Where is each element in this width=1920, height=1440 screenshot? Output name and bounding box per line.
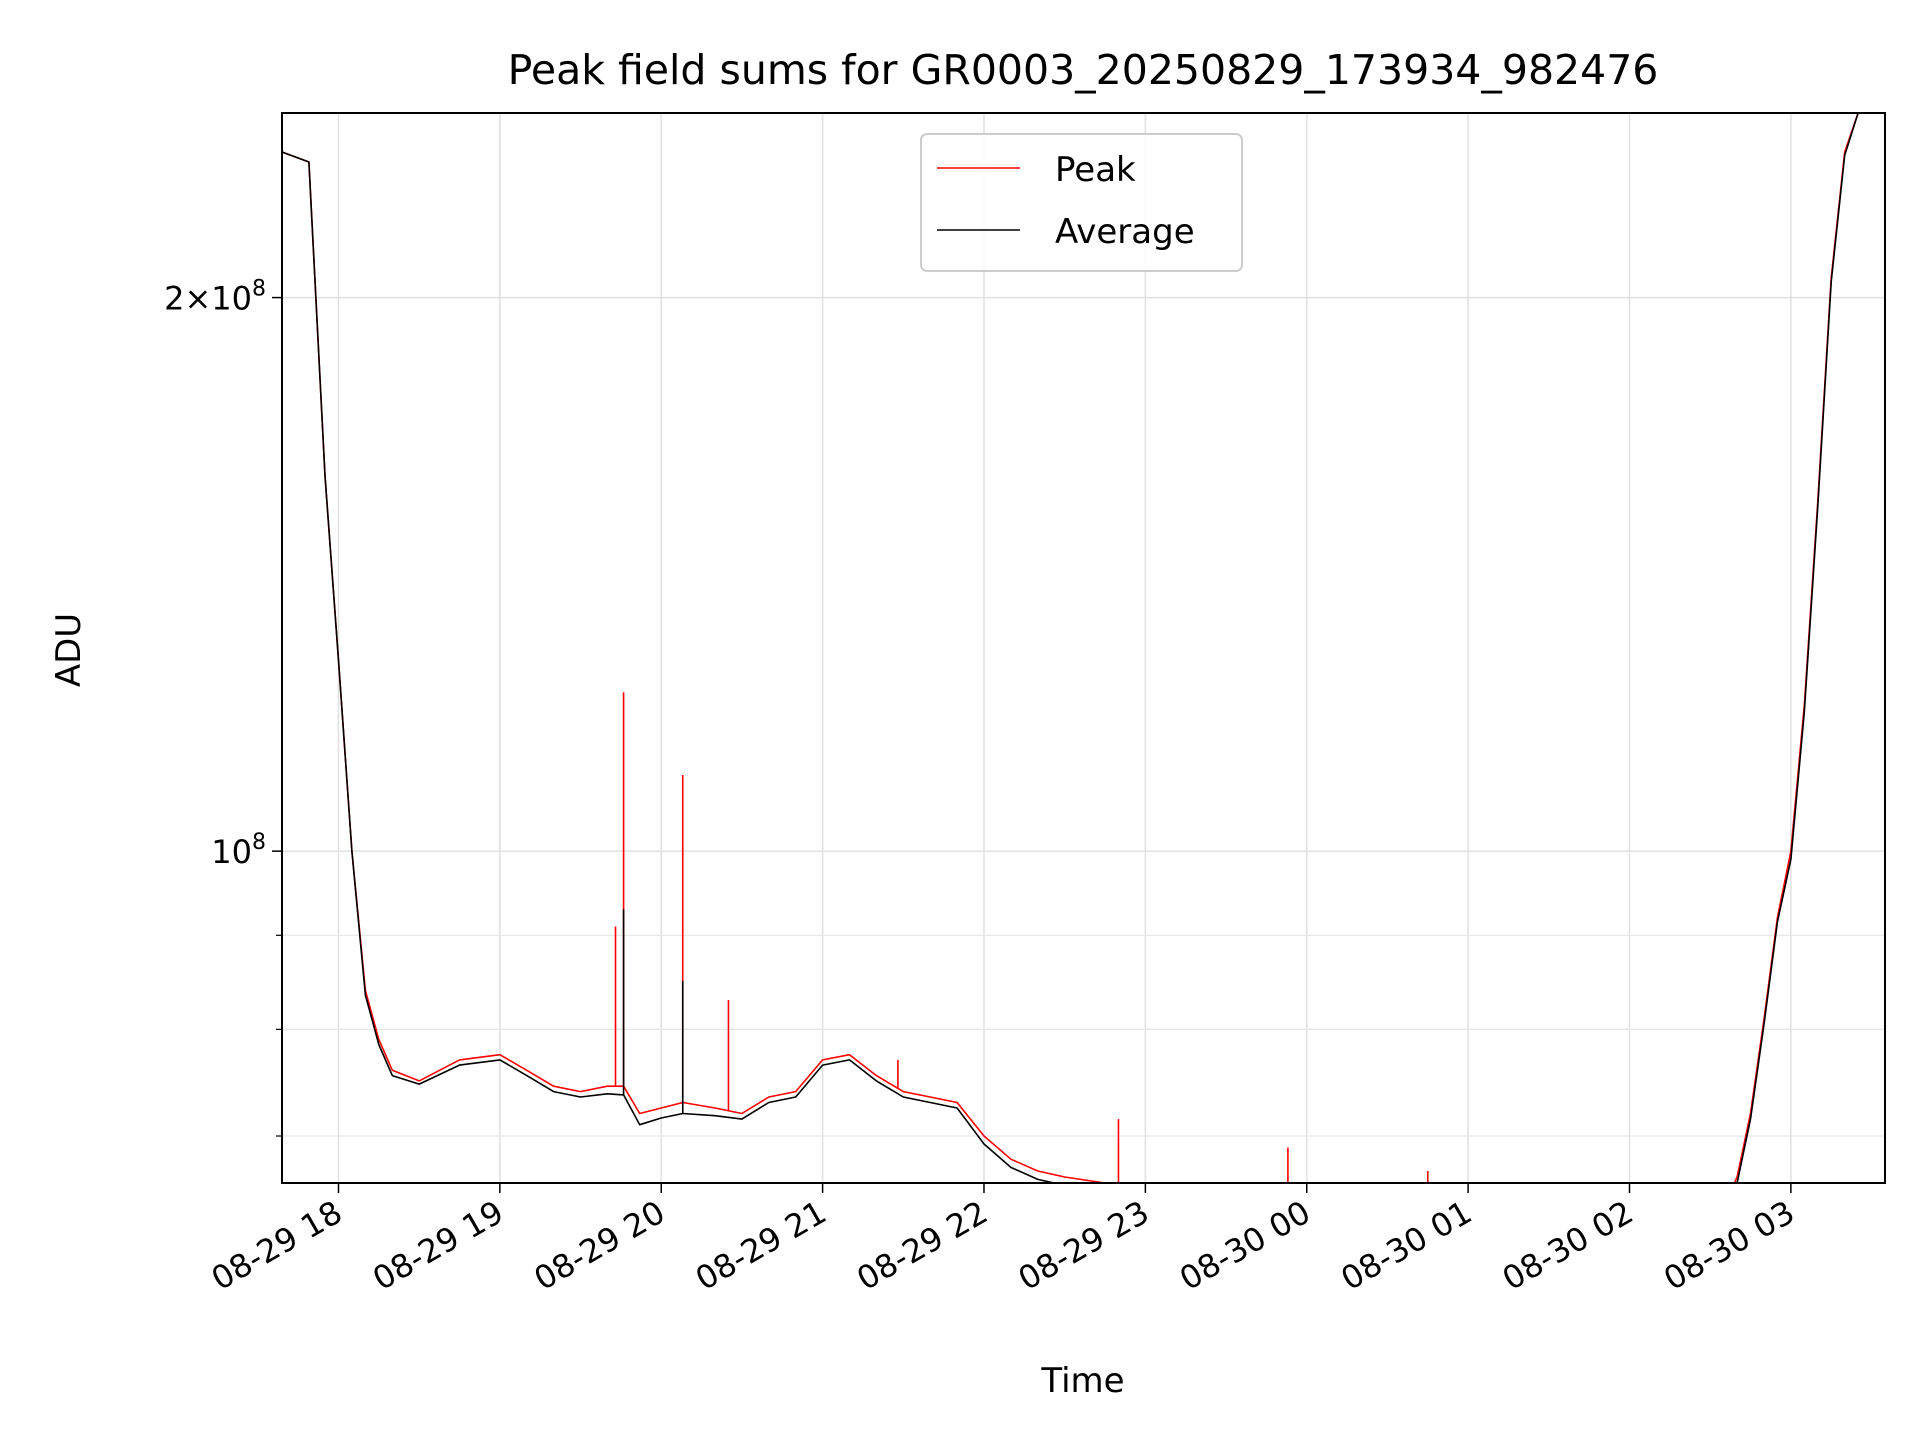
plot-frame — [281, 112, 1886, 1184]
y-axis-label: ADU — [49, 613, 89, 687]
grid — [282, 113, 1885, 1183]
chart-title: Peak field sums for GR0003_20250829_1739… — [508, 46, 1659, 94]
series-line-average — [282, 113, 1885, 1183]
y-tick-label: 2×108 — [164, 277, 266, 318]
legend: Peak Average — [920, 133, 1243, 272]
legend-label-average: Average — [1055, 212, 1195, 252]
legend-label-peak: Peak — [1055, 150, 1136, 190]
x-axis-label: Time — [1040, 1361, 1124, 1401]
